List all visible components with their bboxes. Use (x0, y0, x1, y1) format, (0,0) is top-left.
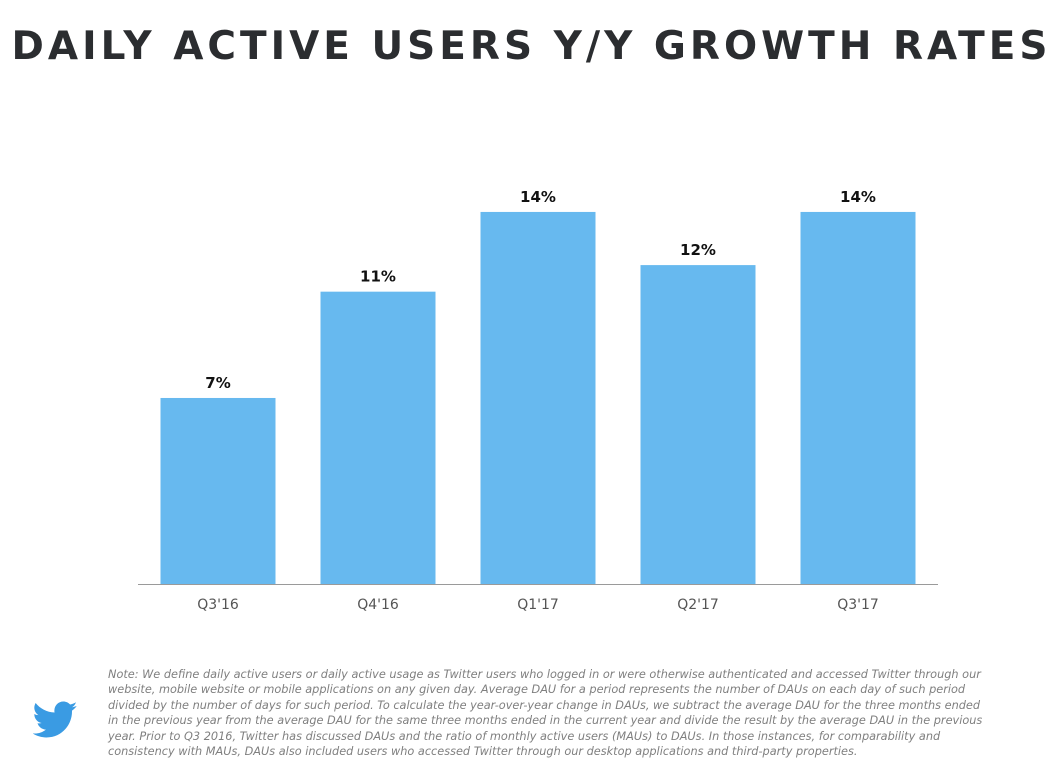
bar-2 (480, 211, 596, 585)
data-label-4: 14% (840, 188, 876, 206)
bar-3 (640, 265, 756, 584)
twitter-bird-icon (33, 701, 78, 738)
x-tick-label-2: Q1'17 (517, 597, 559, 613)
footnote-text: Note: We define daily active users or da… (108, 668, 983, 759)
bar-chart: 7% Q3'16 11% Q4'16 14% Q1'17 12% Q2'17 14% Q3'17 (138, 188, 938, 613)
bars-group (160, 211, 916, 585)
x-tick-label-1: Q4'16 (357, 597, 399, 613)
data-label-1: 11% (360, 268, 396, 286)
x-tick-label-3: Q2'17 (677, 597, 719, 613)
data-label-0: 7% (205, 374, 230, 392)
chart-title: DAILY ACTIVE USERS Y/Y GROWTH RATES (11, 24, 1052, 69)
bar-0 (160, 397, 276, 584)
bar-1 (320, 291, 436, 584)
labels-group: 7% Q3'16 11% Q4'16 14% Q1'17 12% Q2'17 14% Q3'17 (197, 188, 879, 613)
data-label-2: 14% (520, 188, 556, 206)
x-tick-label-4: Q3'17 (837, 597, 879, 613)
bar-4 (800, 211, 916, 585)
data-label-3: 12% (680, 241, 716, 259)
x-tick-label-0: Q3'16 (197, 597, 239, 613)
